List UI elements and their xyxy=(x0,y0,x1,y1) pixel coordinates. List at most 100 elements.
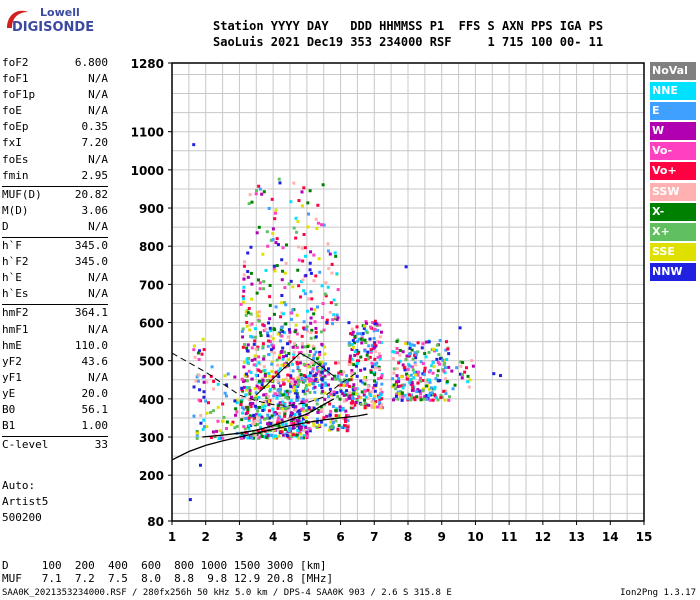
echo-point xyxy=(346,425,350,429)
echo-point xyxy=(413,351,417,355)
echo-point xyxy=(268,326,272,330)
y-tick-label: 1100 xyxy=(131,126,164,140)
echo-point xyxy=(263,368,267,372)
echo-point xyxy=(296,365,300,369)
echo-point xyxy=(300,420,304,424)
echo-point xyxy=(272,351,276,355)
echo-point xyxy=(394,383,398,387)
auto-program: Artist5 xyxy=(2,495,49,508)
echo-point xyxy=(268,388,272,392)
echo-point xyxy=(218,429,222,433)
echo-point xyxy=(315,372,319,376)
echo-point xyxy=(279,339,283,343)
echo-point xyxy=(273,411,277,415)
echo-point xyxy=(375,323,379,327)
echo-point xyxy=(369,370,373,374)
x-tick-label: 9 xyxy=(438,530,446,544)
echo-point xyxy=(360,390,364,394)
echo-point xyxy=(293,330,297,334)
echo-point xyxy=(244,416,248,420)
echo-point xyxy=(342,384,346,388)
echo-point xyxy=(241,345,245,349)
echo-point xyxy=(297,426,301,430)
echo-point xyxy=(325,320,329,324)
echo-point xyxy=(192,348,196,352)
echo-point xyxy=(247,307,251,311)
echo-point xyxy=(398,353,402,357)
echo-point xyxy=(315,402,319,406)
echo-point xyxy=(315,305,319,309)
echo-point xyxy=(258,379,262,383)
echo-point xyxy=(268,335,272,339)
echo-point xyxy=(336,395,340,399)
echo-point xyxy=(276,369,280,373)
echo-point xyxy=(372,337,376,341)
echo-point xyxy=(408,364,412,368)
echo-point xyxy=(345,383,349,387)
echo-point xyxy=(273,269,277,273)
echo-point xyxy=(356,352,360,356)
echo-point xyxy=(323,362,327,366)
echo-point xyxy=(409,395,413,399)
echo-point xyxy=(310,361,314,365)
param-value: N/A xyxy=(88,219,108,233)
echo-point xyxy=(313,385,317,389)
echo-point xyxy=(289,385,293,389)
echo-point xyxy=(286,405,290,409)
echo-point xyxy=(254,391,258,395)
echo-point xyxy=(297,436,301,440)
echo-point xyxy=(294,418,298,422)
echo-point xyxy=(432,365,436,369)
echo-point xyxy=(266,434,270,438)
echo-point xyxy=(282,355,286,359)
echo-point xyxy=(313,379,317,383)
echo-point xyxy=(262,279,266,283)
echo-point xyxy=(279,430,283,434)
echo-point xyxy=(276,412,280,416)
echo-cluster xyxy=(450,359,475,391)
echo-point xyxy=(251,404,255,408)
echo-point xyxy=(287,418,291,422)
echo-point xyxy=(270,362,274,366)
echo-point xyxy=(261,403,265,407)
echo-point xyxy=(245,357,249,361)
echo-point xyxy=(254,347,258,351)
echo-point xyxy=(378,392,382,396)
echo-point xyxy=(295,395,299,399)
echo-point xyxy=(355,348,359,352)
echo-point xyxy=(320,342,324,346)
echo-point xyxy=(431,360,435,364)
echo-point xyxy=(313,362,317,366)
legend-item-e: E xyxy=(650,102,696,121)
echo-point xyxy=(215,429,219,433)
echo-point xyxy=(296,398,300,402)
echo-point xyxy=(350,404,354,408)
echo-point xyxy=(373,389,377,393)
echo-point xyxy=(326,249,330,253)
echo-point xyxy=(329,409,333,413)
echo-point xyxy=(370,361,374,365)
echo-point xyxy=(297,284,301,288)
echo-point xyxy=(323,397,327,401)
param-row: h`Es N/A xyxy=(2,287,108,303)
echo-point xyxy=(258,421,262,425)
echo-point xyxy=(277,424,281,428)
echo-point xyxy=(421,362,425,366)
echo-point xyxy=(309,336,313,340)
param-label: foEs xyxy=(2,152,29,166)
echo-point xyxy=(375,361,379,365)
echo-point xyxy=(268,283,272,287)
logo-text-digisonde: DIGISONDE xyxy=(12,20,95,35)
echo-point xyxy=(266,384,270,388)
echo-point xyxy=(307,297,311,301)
x-tick-label: 1 xyxy=(168,530,176,544)
echo-point xyxy=(248,193,252,197)
echo-point xyxy=(269,329,273,333)
x-tick-label: 8 xyxy=(404,530,412,544)
echo-point xyxy=(291,377,295,381)
echo-point xyxy=(353,403,357,407)
echo-point xyxy=(376,328,380,332)
param-row: yE 20.0 xyxy=(2,387,108,403)
echo-point xyxy=(404,365,408,369)
echo-point xyxy=(291,425,295,429)
